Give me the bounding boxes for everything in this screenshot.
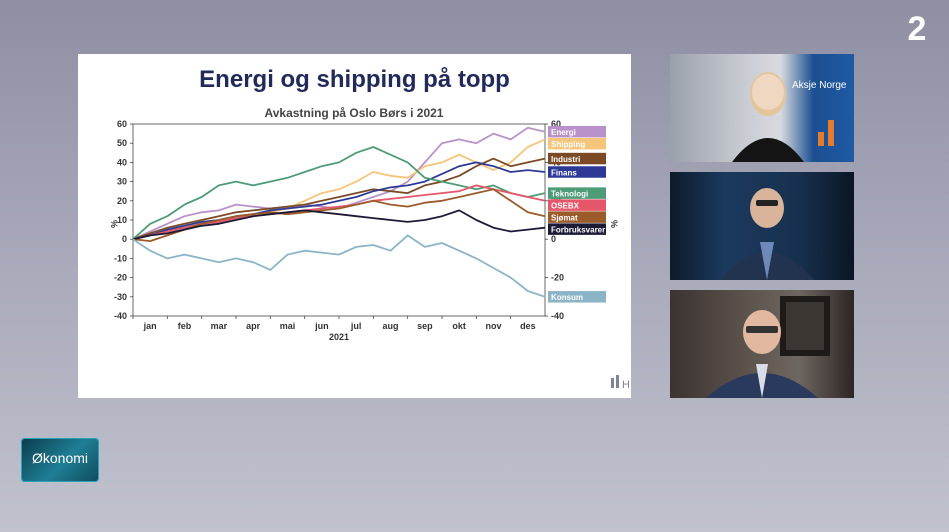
- series-line-8: [132, 234, 546, 298]
- chart-card: Avkastning på Oslo Børs i 2021 60 50 40 30 20…: [78, 54, 631, 398]
- legend-swatch-0: [548, 125, 606, 138]
- person-silhouette-icon: [732, 72, 834, 162]
- series-line-7: [132, 209, 546, 241]
- y-axis-label-right: %: [609, 220, 619, 228]
- legend-swatch-4: [548, 187, 606, 199]
- legend-label-8: Konsum: [551, 293, 583, 302]
- person-silhouette-icon: [720, 188, 814, 280]
- x-tick-label: sep: [417, 321, 433, 331]
- y-tick-label: -20: [114, 273, 127, 283]
- x-tick-label: feb: [178, 321, 192, 331]
- y-tick-label: 60: [117, 119, 127, 129]
- y-tick-label-right: -20: [551, 273, 564, 283]
- series-line-3: [132, 161, 546, 241]
- series-line-4: [132, 146, 546, 240]
- x-tick-label: mar: [211, 321, 228, 331]
- chart-title: Energi og shipping på topp: [199, 66, 510, 93]
- video-sign-text: Aksje Norge: [792, 80, 847, 91]
- y-tick-label-right: 0: [551, 234, 556, 244]
- legend-label-1: Shipping: [551, 140, 585, 149]
- x-tick-label: okt: [452, 321, 466, 331]
- chart-subtitle: Avkastning på Oslo Børs i 2021: [265, 106, 444, 120]
- legend-label-3: Finans: [551, 168, 577, 177]
- legend-swatch-3: [548, 166, 606, 178]
- svg-text:H: H: [622, 379, 629, 391]
- video-panel-host: Aksje Norge: [670, 54, 854, 162]
- y-tick-label: 20: [117, 196, 127, 206]
- x-axis-label: 2021: [329, 332, 349, 342]
- series-line-6: [132, 188, 546, 243]
- y-tick-label: 10: [117, 215, 127, 225]
- legend-label-4: Teknologi: [551, 189, 588, 198]
- svg-text:2: 2: [908, 12, 927, 44]
- broadcaster-logo: 2: [903, 10, 931, 48]
- legend-swatch-8: [548, 291, 606, 303]
- legend-label-0: Energi: [551, 128, 576, 137]
- x-tick-label: des: [520, 321, 536, 331]
- legend-swatch-6: [548, 211, 606, 223]
- video-panel-guest-2: [670, 290, 854, 398]
- y-tick-label: -40: [114, 311, 127, 321]
- legend-swatch-1: [548, 137, 606, 150]
- source-watermark-icon: H: [611, 375, 629, 391]
- x-tick-label: jun: [314, 321, 329, 331]
- video-panel-guest-1: [670, 172, 854, 280]
- show-badge: Økonomi: [21, 438, 99, 482]
- x-tick-label: nov: [485, 321, 501, 331]
- legend-swatch-2: [548, 152, 606, 165]
- series-line-5: [132, 184, 546, 241]
- line-chart: Avkastning på Oslo Børs i 2021 60 50 40 30 20…: [109, 106, 619, 342]
- legend-label-7: Forbruksvarer: [551, 225, 605, 234]
- y-tick-label: 40: [117, 157, 127, 167]
- x-tick-label: aug: [382, 321, 398, 331]
- y-tick-label-right: -40: [551, 311, 564, 321]
- series-line-2: [132, 157, 546, 241]
- y-tick-label-right: 60: [551, 119, 561, 129]
- x-tick-label: jul: [350, 321, 362, 331]
- legend-swatch-5: [548, 199, 606, 211]
- show-name: Økonomi: [31, 450, 89, 466]
- y-tick-label: -30: [114, 292, 127, 302]
- y-tick-label: 30: [117, 177, 127, 187]
- y-tick-label: 50: [117, 138, 127, 148]
- plot-area: [132, 123, 546, 317]
- legend-label-2: Industri: [551, 155, 580, 164]
- x-tick-label: mai: [280, 321, 296, 331]
- channel-2-icon: 2: [908, 10, 927, 48]
- y-tick-label: 0: [122, 234, 127, 244]
- legend-label-6: Sjømat: [551, 213, 578, 222]
- person-silhouette-icon: [706, 296, 830, 398]
- x-tick-label: apr: [246, 321, 261, 331]
- y-tick-label: -10: [114, 253, 127, 263]
- y-axis-label: %: [109, 220, 119, 228]
- legend-label-5: OSEBX: [551, 201, 580, 210]
- legend-swatch-7: [548, 223, 606, 235]
- x-tick-label: jan: [143, 321, 157, 331]
